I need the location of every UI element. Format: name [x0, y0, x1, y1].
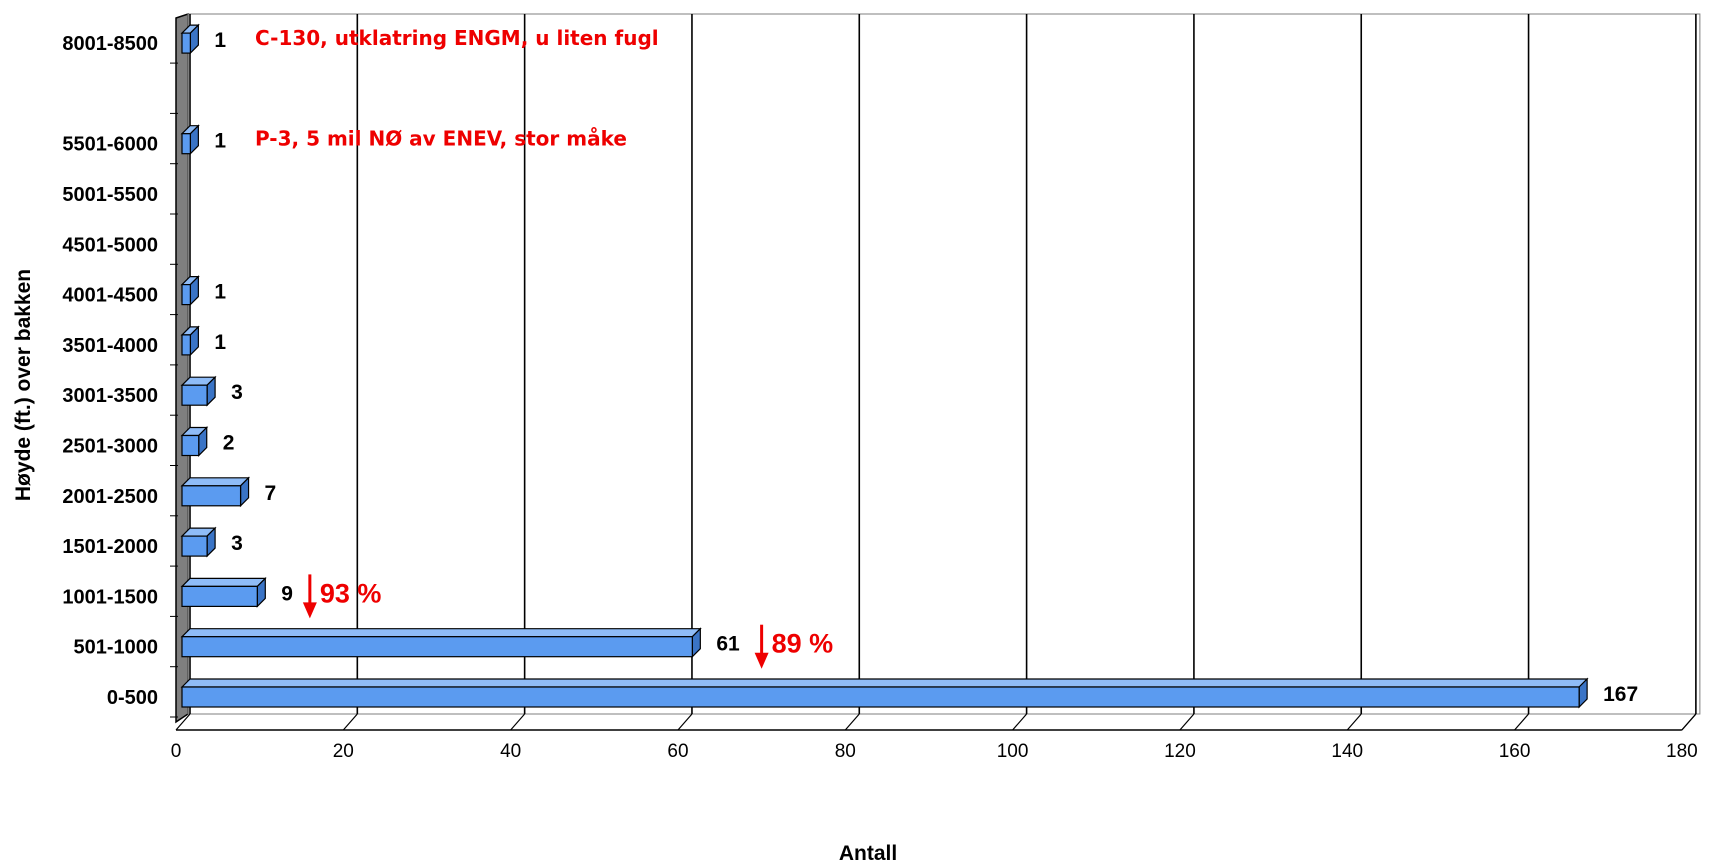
bar [180, 576, 267, 608]
bars [180, 23, 1589, 709]
bar-front [181, 334, 191, 356]
y-category-label: 1001-1500 [62, 586, 158, 608]
bar-top [180, 628, 702, 638]
y-category-label: 5001-5500 [62, 184, 158, 206]
x-tick-label: 20 [333, 741, 354, 762]
data-label: 167 [1603, 683, 1638, 706]
gridline-foot [844, 713, 860, 731]
bar [180, 426, 209, 457]
y-category-label: 2001-2500 [62, 486, 158, 508]
y-category-label: 0-500 [107, 687, 158, 709]
x-tick-label: 0 [171, 741, 182, 762]
data-label: 9 [281, 582, 293, 605]
down-arrow-head-icon [302, 602, 317, 619]
bar [180, 526, 217, 558]
bar-top [180, 577, 267, 588]
bar-front [181, 384, 208, 406]
bar-top [180, 678, 1589, 688]
data-label: 61 [716, 633, 740, 656]
bar-front [181, 636, 693, 658]
bar-front [181, 686, 1580, 708]
gridline-foot [1514, 713, 1530, 731]
gridline-foot [175, 713, 191, 731]
bar [180, 275, 200, 307]
bar-front [181, 32, 191, 54]
back-plane [187, 13, 1701, 715]
x-tick-label: 80 [835, 741, 856, 762]
annotation-text: C-130, utklatring ENGM, u liten fugl [255, 26, 659, 50]
data-label: 3 [231, 381, 243, 404]
gridline-foot [342, 713, 358, 731]
percentage-marker: 93 % [320, 578, 382, 608]
bar-front [181, 284, 191, 306]
bar-front [181, 485, 242, 507]
percentage-marker: 89 % [772, 629, 834, 659]
gridline-foot [677, 713, 693, 731]
x-tick-label: 180 [1666, 741, 1698, 762]
data-label: 1 [214, 331, 226, 354]
y-category-label: 4001-4500 [62, 285, 158, 307]
data-label: 7 [265, 482, 277, 505]
x-tick-label: 120 [1164, 741, 1196, 762]
gridline-foot [1179, 713, 1195, 731]
x-axis-edge [1681, 713, 1697, 731]
left-wall [175, 12, 189, 724]
bar [180, 124, 200, 156]
x-axis-title: Antall [839, 842, 897, 865]
bar-top [180, 477, 251, 487]
y-category-label: 2501-3000 [62, 436, 158, 458]
bar-front [181, 133, 191, 155]
axes: 0 20 40 60 80 100 120 140 160 180 0-500 501-1000 100… [62, 33, 1697, 762]
data-label: 3 [231, 532, 243, 555]
bar [180, 476, 251, 508]
x-tick-label: 160 [1499, 741, 1531, 762]
data-label: 1 [214, 29, 226, 52]
bar-front [181, 434, 200, 457]
x-tick-label: 60 [667, 741, 688, 762]
gridline-foot [1346, 713, 1362, 731]
x-tick-label: 100 [997, 741, 1029, 762]
data-label: 1 [214, 130, 226, 153]
down-arrow-head-icon [754, 652, 769, 669]
bar [180, 23, 200, 55]
bar [180, 627, 702, 659]
y-category-label: 4501-5000 [62, 234, 158, 256]
gridline-foot [1012, 713, 1028, 731]
bar [180, 325, 200, 357]
y-category-label: 501-1000 [73, 637, 158, 659]
y-axis-title: Høyde (ft.) over bakken [12, 269, 35, 501]
bar [180, 677, 1589, 709]
y-category-label: 5501-6000 [62, 134, 158, 156]
gridline-foot [510, 713, 526, 731]
data-label: 2 [223, 432, 235, 455]
x-tick-label: 40 [500, 741, 521, 762]
y-category-label: 3001-3500 [62, 385, 158, 407]
bar [180, 375, 217, 407]
data-labels: 167 61 9 3 7 2 3 1 1 1 1 [214, 29, 1638, 706]
annotation-text: P-3, 5 mil NØ av ENEV, stor måke [255, 127, 627, 151]
bar-front [181, 585, 258, 608]
y-category-label: 8001-8500 [62, 33, 158, 55]
gridlines [175, 14, 1697, 731]
chart-wall [175, 12, 1701, 724]
y-category-label: 3501-4000 [62, 335, 158, 357]
x-tick-label: 140 [1331, 741, 1363, 762]
annotations: C-130, utklatring ENGM, u liten fugl P-3,… [255, 26, 833, 669]
bar-front [181, 535, 208, 557]
data-label: 1 [214, 281, 226, 304]
y-category-label: 1501-2000 [62, 536, 158, 558]
